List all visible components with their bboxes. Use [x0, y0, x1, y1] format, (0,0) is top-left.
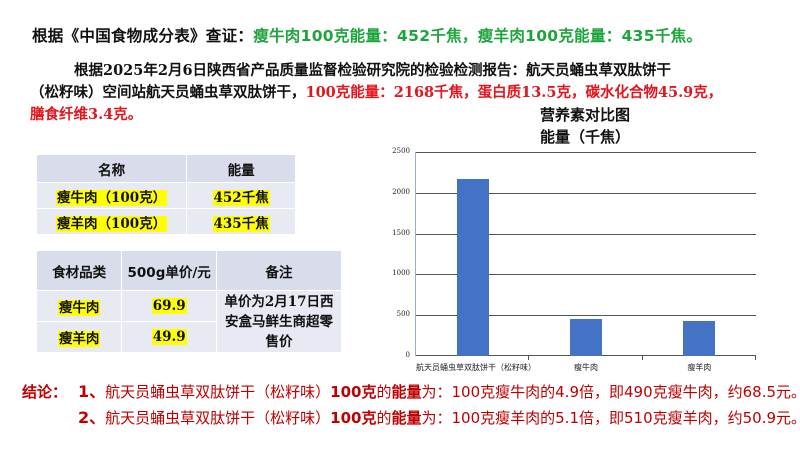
conclusion-text: 航天员蛹虫草双肽饼干（松籽味）	[105, 383, 331, 401]
x-tick	[755, 356, 756, 360]
x-tick-label: 瘦牛肉	[573, 363, 598, 372]
price-table: 食材品类 500g单价/元 备注 瘦牛肉 69.9 单价为2月17日西安盒马鲜生…	[35, 250, 343, 353]
chart-title-block: 营养素对比图 能量（千焦）	[505, 104, 665, 148]
conclusion-num: 1、	[78, 382, 106, 401]
conclusion-label: 结论：	[22, 383, 68, 401]
cell-category: 瘦羊肉	[35, 321, 123, 353]
x-tick-label: 瘦羊肉	[687, 363, 712, 372]
conclusion-text: 航天员蛹虫草双肽饼干（松籽味）	[105, 409, 331, 427]
cell-energy: 452千焦	[186, 182, 296, 209]
y-tick-label: 2500	[392, 147, 410, 155]
cell-name: 瘦羊肉（100克）	[35, 208, 188, 235]
gridline	[416, 192, 756, 194]
conclusion-row-1: 结论： 1、航天员蛹虫草双肽饼干（松籽味）100克的能量为：100克瘦牛肉的4.9…	[22, 379, 800, 405]
gridline	[416, 152, 756, 153]
source-line: 根据《中国食物成分表》查证：瘦牛肉100克能量：452千焦，瘦羊肉100克能量：…	[32, 24, 702, 46]
conclusion-text: 为：100克瘦羊肉的5.1倍，即510克瘦羊肉，约50.9元。	[421, 409, 800, 427]
table-row: 瘦羊肉（100克） 435千焦	[35, 208, 296, 235]
bar	[683, 320, 716, 356]
conclusion-bold: 能量	[391, 383, 422, 401]
report-line-3: 膳食纤维3.4克。	[30, 106, 143, 123]
conclusion-bold: 能量	[391, 409, 422, 427]
energy-table: 名称 能量 瘦牛肉（100克） 452千焦 瘦羊肉（100克） 435千焦	[35, 154, 296, 235]
y-tick-label: 2000	[392, 187, 410, 196]
cell-name: 瘦牛肉（100克）	[35, 182, 188, 209]
conclusion-text: 为：100克瘦牛肉的4.9倍，即490克瘦牛肉，约68.5元。	[421, 383, 800, 401]
col-header-price: 500g单价/元	[121, 250, 217, 291]
source-result: 瘦牛肉100克能量：452千焦，瘦羊肉100克能量：435千焦。	[253, 27, 703, 45]
plot-area: 2500 2000 1500 1000 500 0 航天员蛹虫草双肽饼干（松籽味） 瘦牛肉 瘦羊…	[392, 147, 756, 372]
report-line-2-red: 100克能量：2168千焦，蛋白质13.5克，碳水化合物45.9克，	[305, 84, 723, 101]
report-paragraph: 根据2025年2月6日陕西省产品质量监督检验研究院的检验检测报告：航天员蛹虫草双…	[30, 60, 790, 126]
conclusion-text: 的	[376, 409, 392, 427]
x-tick	[528, 356, 530, 360]
bar	[456, 179, 489, 356]
col-header-category: 食材品类	[35, 250, 123, 291]
gridline	[416, 274, 756, 276]
chart-title: 营养素对比图	[539, 106, 630, 124]
report-line-2: （松籽味）空间站航天员蛹虫草双肽饼干，100克能量：2168千焦，蛋白质13.5…	[30, 82, 790, 104]
bar	[570, 319, 602, 356]
y-tick-label: 1500	[392, 228, 410, 237]
y-tick-label: 1000	[392, 269, 410, 278]
table-row: 瘦羊肉 49.9	[35, 321, 342, 353]
x-tick-label: 航天员蛹虫草双肽饼干（松籽味）	[416, 363, 536, 372]
cell-note: 单价为2月17日西安盒马鲜生商超零售价	[215, 290, 343, 353]
conclusion-num: 2、	[78, 408, 106, 427]
conclusion-row-2: 2、航天员蛹虫草双肽饼干（松籽味）100克的能量为：100克瘦羊肉的5.1倍，即…	[22, 405, 800, 431]
y-tick-label: 0	[405, 351, 410, 359]
conclusion: 结论： 1、航天员蛹虫草双肽饼干（松籽味）100克的能量为：100克瘦牛肉的4.9…	[22, 379, 800, 431]
energy-bar-chart: 2500 2000 1500 1000 500 0 航天员蛹虫草双肽饼干（松籽味） 瘦牛肉 瘦羊…	[370, 147, 790, 373]
report-line-1: 根据2025年2月6日陕西省产品质量监督检验研究院的检验检测报告：航天员蛹虫草双…	[74, 62, 672, 79]
report-line-2-prefix: （松籽味）空间站航天员蛹虫草双肽饼干，	[30, 84, 306, 101]
table-header-row: 名称 能量	[35, 154, 296, 183]
cell-price: 69.9	[121, 290, 217, 322]
gridline	[416, 315, 756, 317]
table-header-row: 食材品类 500g单价/元 备注	[35, 250, 343, 291]
table-row: 瘦牛肉 69.9 单价为2月17日西安盒马鲜生商超零售价	[35, 290, 343, 353]
cell-energy: 435千焦	[186, 208, 296, 235]
conclusion-bold: 100克	[330, 383, 377, 401]
cell-price: 49.9	[121, 321, 217, 353]
chart-subtitle: 能量（千焦）	[539, 128, 630, 146]
col-header-name: 名称	[35, 154, 188, 183]
col-header-note: 备注	[215, 250, 343, 291]
conclusion-text: 的	[376, 383, 392, 401]
source-prefix: 根据《中国食物成分表》查证：	[32, 26, 254, 45]
gridline	[416, 233, 756, 235]
conclusion-bold: 100克	[330, 409, 377, 427]
col-header-energy: 能量	[186, 154, 296, 183]
x-tick	[641, 356, 643, 360]
y-tick-label: 500	[396, 310, 410, 319]
table-row: 瘦牛肉（100克） 452千焦	[35, 182, 296, 209]
cell-category: 瘦牛肉	[35, 290, 123, 322]
